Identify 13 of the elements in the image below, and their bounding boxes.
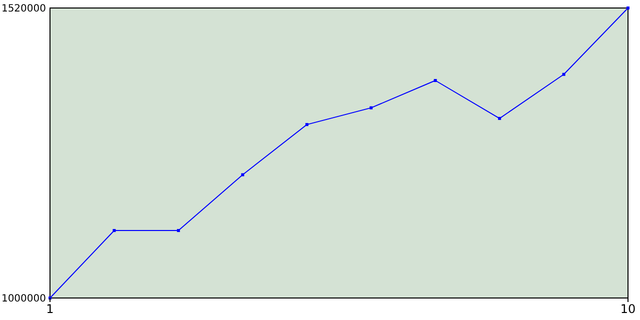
point [370, 106, 373, 110]
line-series [48, 6, 630, 300]
x-tick-label: 10 [620, 302, 636, 316]
point [562, 72, 566, 76]
point [241, 173, 244, 176]
y-tick-label: 1000000 [1, 294, 46, 304]
point [498, 116, 502, 120]
point [112, 229, 116, 232]
x-tick-label: 1 [46, 302, 54, 316]
y-tick-label: 1520000 [1, 4, 46, 14]
point [176, 229, 180, 232]
point [434, 79, 437, 82]
point [305, 123, 308, 126]
